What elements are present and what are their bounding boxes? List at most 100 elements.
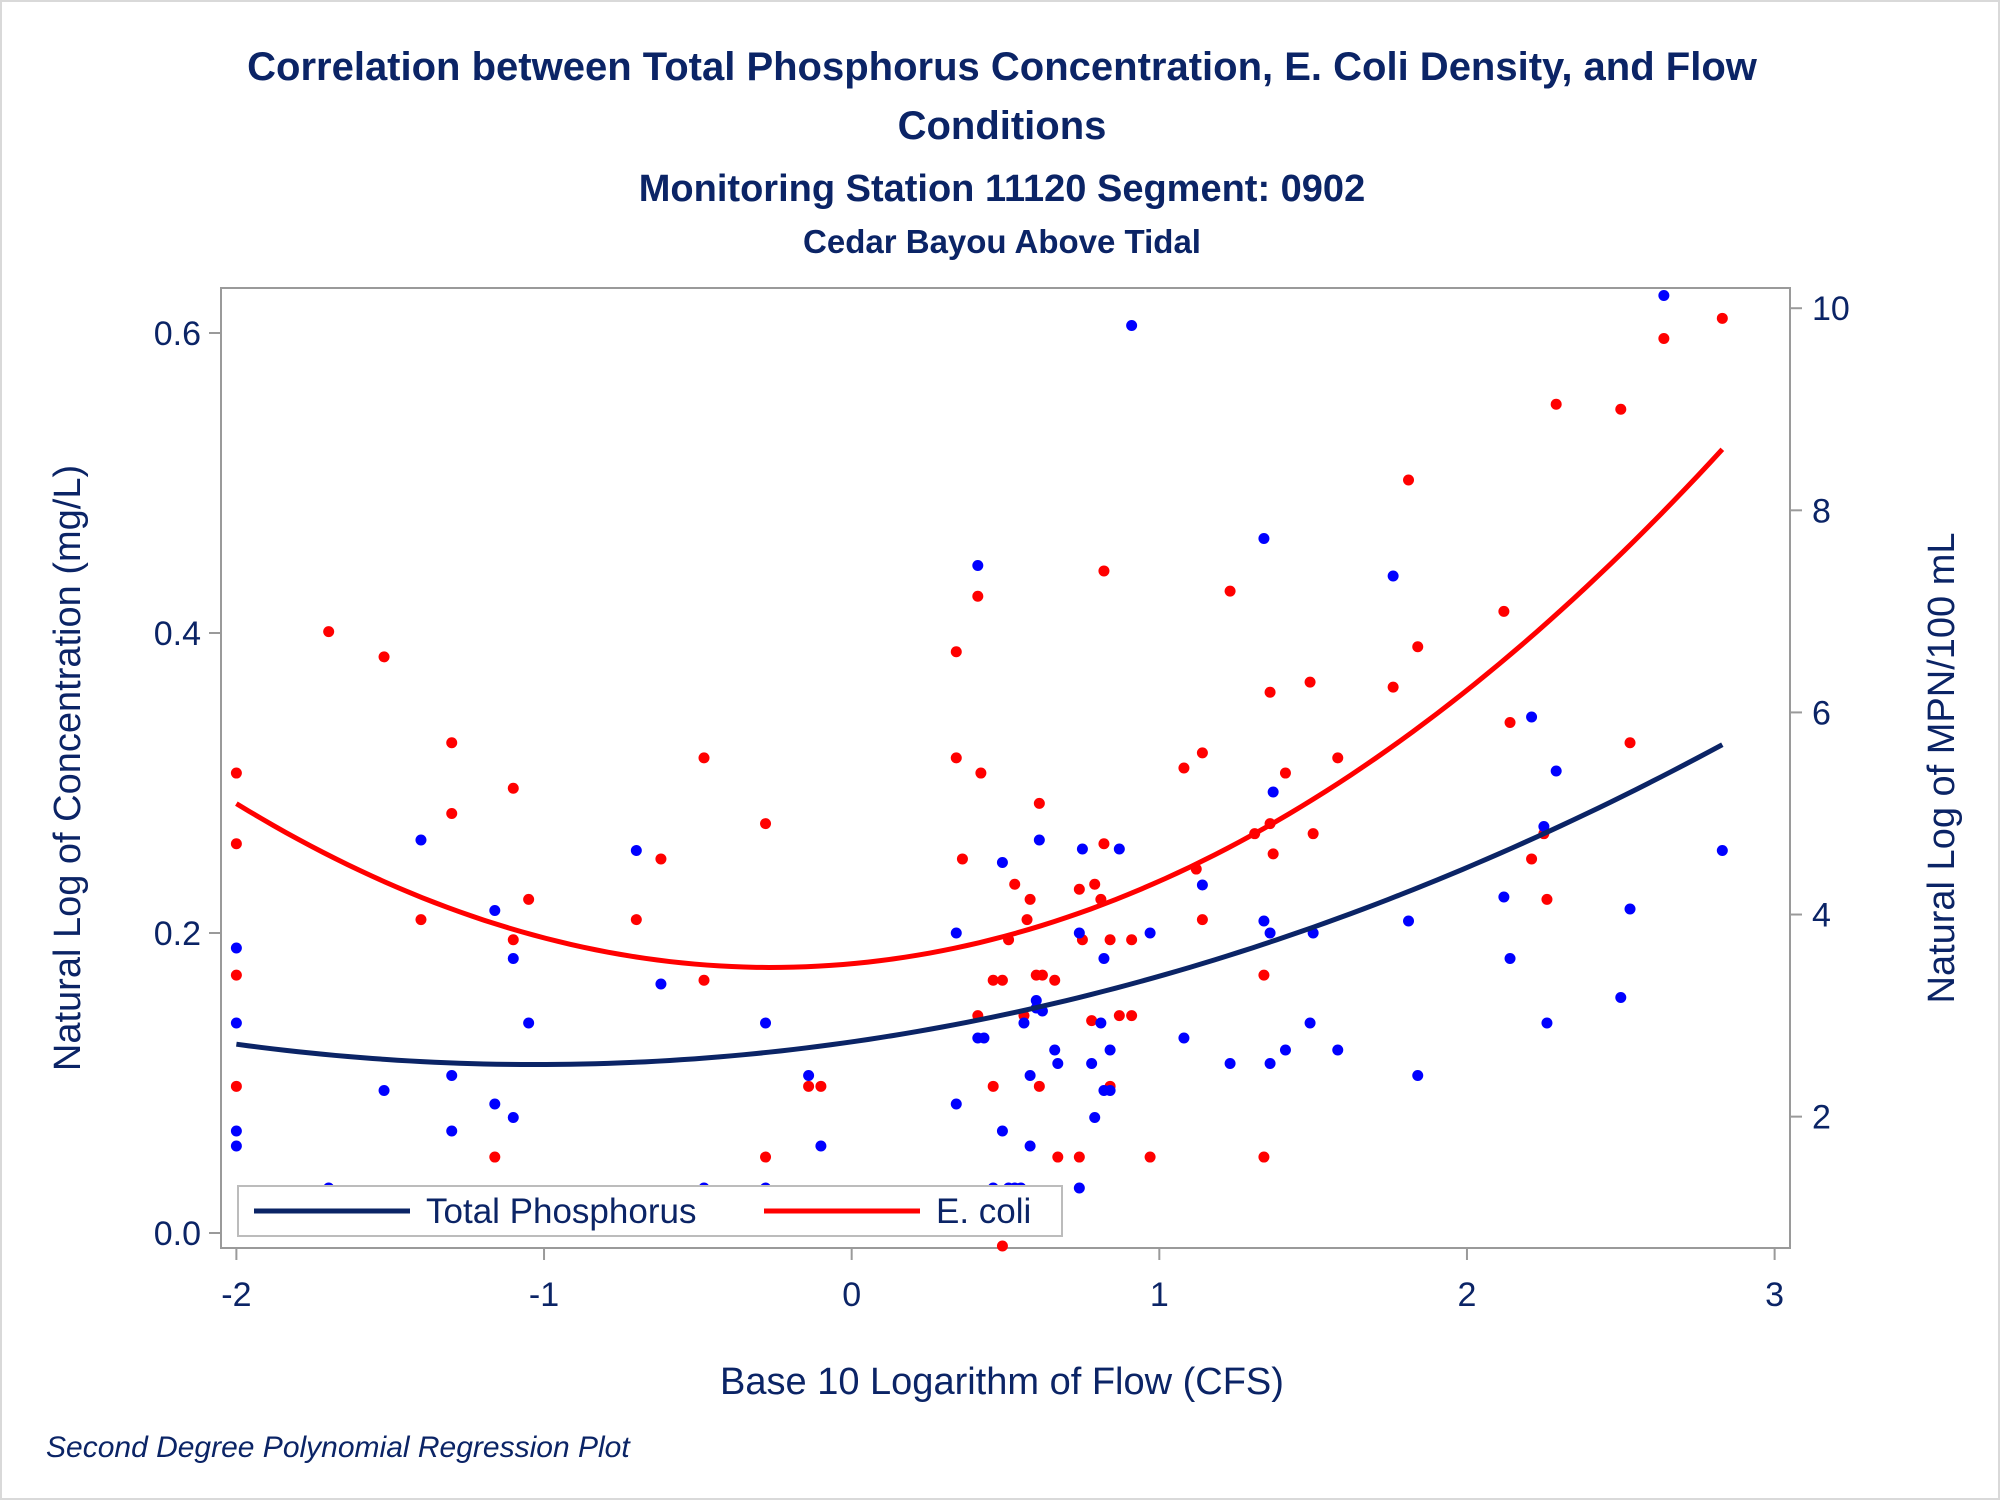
ecoli-point (1224, 585, 1236, 597)
phosphorus-point (1024, 1140, 1036, 1152)
legend: Total Phosphorus E. coli (237, 1185, 1063, 1237)
phosphorus-point (489, 905, 501, 916)
phosphorus-point (1178, 1032, 1190, 1044)
phosphorus-point (446, 1125, 458, 1137)
phosphorus-point (1279, 1044, 1291, 1056)
phosphorus-point (1073, 927, 1085, 939)
phosphorus-point (1550, 765, 1562, 777)
x-tick-label: 0 (842, 1276, 861, 1314)
phosphorus-point (803, 1070, 815, 1081)
ecoli-point (815, 1080, 827, 1092)
phosphorus-point (1615, 992, 1627, 1003)
phosphorus-point (1258, 533, 1270, 544)
legend-label-e-coli: E. coli (936, 1192, 1031, 1231)
phosphorus-point (1716, 845, 1728, 856)
phosphorus-point (489, 1098, 501, 1110)
ecoli-point (987, 974, 999, 986)
ecoli-point (1098, 838, 1110, 850)
phosphorus-point (760, 1017, 772, 1029)
phosphorus-point (1624, 903, 1636, 915)
y-right-tick-label: 8 (1812, 492, 1831, 530)
phosphorus-point (996, 857, 1008, 868)
phosphorus-point (446, 1070, 458, 1081)
phosphorus-point (507, 1112, 519, 1123)
ecoli-fit-curve (235, 447, 1725, 970)
chart-subtitle-2: Cedar Bayou Above Tidal (803, 223, 1201, 260)
ecoli-point (1144, 1151, 1156, 1163)
phosphorus-point (1196, 879, 1208, 891)
ecoli-point (446, 737, 458, 749)
y-left-tick-label: 0.0 (154, 1215, 201, 1253)
ecoli-point (415, 914, 427, 926)
phosphorus-point (1126, 320, 1138, 331)
phosphorus-point (1258, 915, 1270, 927)
phosphorus-point (1018, 1017, 1030, 1029)
phosphorus-fit-curve (236, 742, 1724, 1068)
chart-title-line2: Conditions (898, 104, 1107, 148)
ecoli-point (1624, 737, 1636, 749)
chart-subtitle: Monitoring Station 11120 Segment: 0902 (639, 168, 1365, 210)
ecoli-point (987, 1080, 999, 1092)
phosphorus-point (1024, 1070, 1036, 1081)
phosphorus-point (523, 1017, 535, 1029)
x-tick-label: -2 (221, 1276, 251, 1314)
ecoli-point (803, 1080, 815, 1092)
x-axis-label: Base 10 Logarithm of Flow (CFS) (720, 1361, 1284, 1403)
x-tick-label: 1 (1150, 1276, 1169, 1314)
ecoli-point (1196, 914, 1208, 926)
ecoli-point (1089, 878, 1101, 890)
phosphorus-point (1412, 1070, 1424, 1081)
ecoli-point (630, 914, 642, 926)
ecoli-point (975, 767, 987, 779)
legend-label-total-phosphorus: Total Phosphorus (426, 1192, 696, 1231)
ecoli-point (950, 646, 962, 658)
y-left-tick-label: 0.6 (154, 315, 201, 353)
ecoli-point (1526, 853, 1538, 865)
ecoli-point (760, 1151, 772, 1163)
x-tick-label: 3 (1765, 1276, 1784, 1314)
ecoli-point (1550, 398, 1562, 410)
y-right-tick-label: 2 (1812, 1099, 1831, 1137)
phosphorus-point (1267, 786, 1279, 798)
phosphorus-point (950, 1098, 962, 1110)
phosphorus-point (1387, 570, 1399, 582)
ecoli-point (1024, 893, 1036, 905)
ecoli-point (996, 1240, 1008, 1252)
phosphorus-point (230, 942, 242, 954)
phosphorus-point (950, 927, 962, 939)
x-tick-label: -1 (529, 1276, 559, 1314)
ecoli-point (1049, 974, 1061, 986)
ecoli-point (1658, 333, 1670, 345)
phosphorus-point (1033, 834, 1045, 846)
ecoli-point (1387, 681, 1399, 693)
ecoli-point (230, 1080, 242, 1092)
ecoli-point (1267, 848, 1279, 860)
phosphorus-point (378, 1085, 390, 1096)
ecoli-point (1615, 403, 1627, 415)
ecoli-point (1036, 969, 1048, 981)
ecoli-point (523, 893, 535, 905)
ecoli-point (1258, 1151, 1270, 1163)
ecoli-point (1412, 641, 1424, 653)
phosphorus-point (1076, 843, 1088, 855)
phosphorus-point (1304, 1017, 1316, 1029)
phosphorus-point (1098, 953, 1110, 964)
phosphorus-point (1049, 1044, 1061, 1056)
ecoli-point (1073, 1151, 1085, 1163)
phosphorus-point (1030, 995, 1042, 1006)
phosphorus-point (1264, 1058, 1276, 1069)
y-axis-left: 0.0 0.2 0.4 0.6 (154, 315, 221, 1253)
phosphorus-point (415, 834, 427, 846)
phosphorus-point (1052, 1058, 1064, 1069)
ecoli-point (1021, 914, 1033, 926)
ecoli-point (1504, 717, 1516, 729)
ecoli-point (1126, 1010, 1138, 1022)
phosphorus-point (1073, 1182, 1085, 1194)
y-right-tick-label: 10 (1812, 290, 1850, 328)
regression-curves (235, 447, 1725, 1068)
y-left-tick-label: 0.4 (154, 615, 201, 653)
ecoli-point (1033, 797, 1045, 809)
y-axis-right-label: Natural Log of MPN/100 mL (1921, 532, 1963, 1003)
